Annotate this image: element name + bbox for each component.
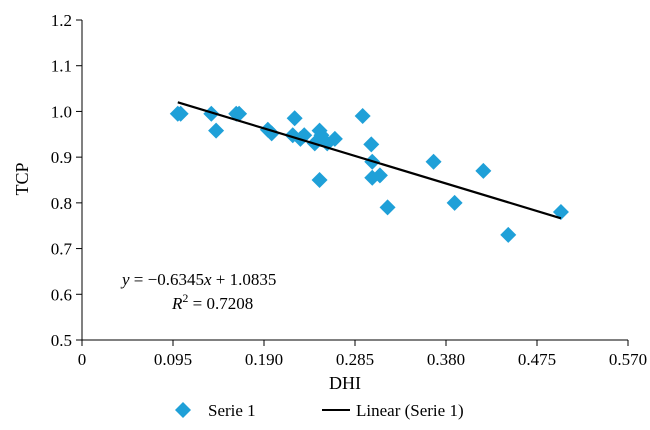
legend: Serie 1 Linear (Serie 1) bbox=[175, 401, 464, 420]
y-tick-label: 0.8 bbox=[51, 194, 72, 213]
regression-equation: y = −0.6345x + 1.0835 bbox=[120, 270, 276, 289]
equation-intercept: + 1.0835 bbox=[212, 270, 277, 289]
data-point bbox=[500, 226, 517, 243]
data-point bbox=[208, 122, 225, 139]
y-tick-label: 1.0 bbox=[51, 102, 72, 121]
y-tick-label: 0.9 bbox=[51, 148, 72, 167]
trend-line bbox=[177, 101, 562, 220]
x-axis-title: DHI bbox=[329, 373, 361, 393]
data-point bbox=[326, 130, 343, 147]
y-tick-label: 0.6 bbox=[51, 285, 72, 304]
equation-slope: = −0.6345 bbox=[130, 270, 204, 289]
data-point bbox=[475, 162, 492, 179]
x-tick-label: 0.190 bbox=[245, 350, 283, 369]
x-tick-label: 0.570 bbox=[609, 350, 647, 369]
data-point bbox=[363, 136, 380, 153]
y-tick-label: 1.2 bbox=[51, 11, 72, 30]
data-point bbox=[425, 153, 442, 170]
r2-symbol: R bbox=[171, 294, 183, 313]
data-point bbox=[354, 108, 371, 124]
legend-label-linear: Linear (Serie 1) bbox=[356, 401, 464, 420]
r-squared-label: R2 = 0.7208 bbox=[171, 291, 253, 313]
data-point bbox=[446, 194, 463, 211]
data-point bbox=[379, 199, 396, 216]
x-tick-label: 0.475 bbox=[518, 350, 556, 369]
r2-value: = 0.7208 bbox=[188, 294, 253, 313]
y-tick-label: 0.5 bbox=[51, 331, 72, 350]
x-tick-label: 0.380 bbox=[427, 350, 465, 369]
x-tick-label: 0.095 bbox=[154, 350, 192, 369]
x-tick-label: 0.285 bbox=[336, 350, 374, 369]
r2-superscript: 2 bbox=[182, 291, 188, 305]
equation-y-symbol: y bbox=[120, 270, 130, 289]
equation-x-symbol: x bbox=[203, 270, 212, 289]
data-point bbox=[311, 172, 328, 188]
data-point bbox=[172, 105, 189, 122]
plot-area: 0.5 0.6 0.7 0.8 0.9 1.0 1.1 1.2 0 0.095 0.190 0.285… bbox=[51, 11, 647, 369]
data-point bbox=[231, 105, 248, 122]
y-tick-label: 1.1 bbox=[51, 57, 72, 76]
data-point bbox=[371, 167, 388, 184]
y-axis-title: TCP bbox=[12, 162, 32, 195]
y-tick-label: 0.7 bbox=[51, 240, 73, 259]
x-tick-label: 0 bbox=[78, 350, 87, 369]
legend-diamond-icon bbox=[175, 402, 191, 418]
data-point bbox=[203, 105, 220, 122]
data-point bbox=[286, 110, 303, 127]
legend-label-serie-1: Serie 1 bbox=[208, 401, 256, 420]
